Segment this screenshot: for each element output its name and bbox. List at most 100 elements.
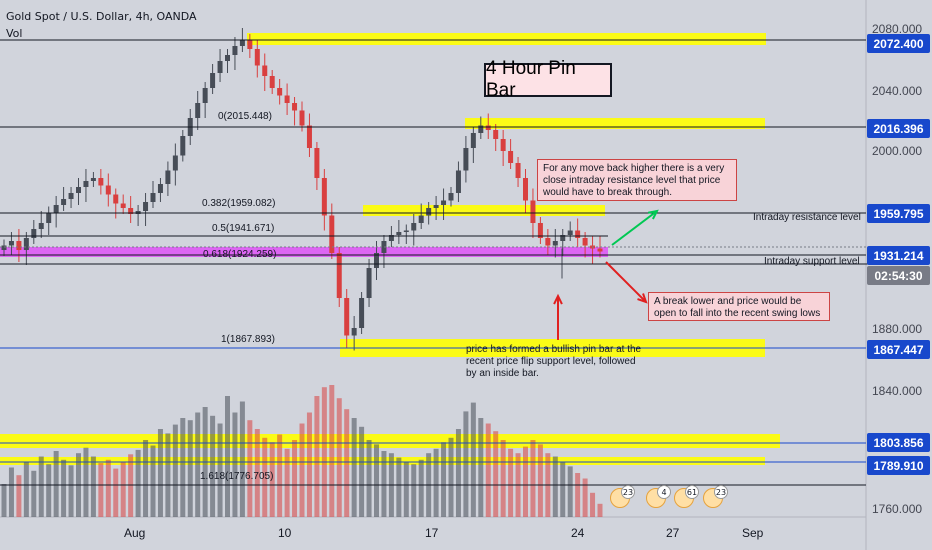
candle-body <box>195 103 201 118</box>
fib-golden-zone <box>0 247 608 257</box>
volume-bar <box>195 412 201 517</box>
price-tag-1959[interactable]: 1959.795 <box>867 204 930 223</box>
candle-body <box>46 212 52 223</box>
event-flag-icon[interactable]: 23 <box>703 485 728 508</box>
volume-bar <box>83 447 89 517</box>
y-tick-1760: 1760.000 <box>872 502 923 516</box>
volume-bar <box>1 484 7 517</box>
event-flag-icon[interactable]: 61 <box>674 485 699 508</box>
title-box[interactable]: 4 Hour Pin Bar <box>484 58 612 101</box>
volume-bar <box>120 462 126 517</box>
price-tag-2072[interactable]: 2072.400 <box>867 34 930 53</box>
candle-body <box>31 229 37 238</box>
candle-body <box>225 55 230 61</box>
candle-body <box>485 125 491 130</box>
volume-zone-1803 <box>0 434 780 448</box>
volume-bar <box>493 431 499 517</box>
volume-bar <box>530 440 536 517</box>
volume-bar <box>128 454 134 517</box>
candle-body <box>292 103 298 111</box>
volume-bar <box>418 459 424 517</box>
candle-body <box>418 215 424 223</box>
candle-body <box>128 208 134 214</box>
volume-bar <box>470 402 476 517</box>
volume-bar <box>455 429 461 517</box>
volume-bar <box>448 437 454 517</box>
candle-body <box>441 200 447 205</box>
volume-bar <box>105 459 111 517</box>
candle-body <box>172 155 178 171</box>
price-tag-1789[interactable]: 1789.910 <box>867 456 930 475</box>
candle-body <box>277 88 283 96</box>
candle-body <box>23 238 29 250</box>
candle-body <box>552 241 558 246</box>
arrow-down-break <box>605 261 647 303</box>
volume-indicator-label[interactable]: Vol <box>6 27 23 40</box>
candle-body <box>426 208 432 216</box>
candle-body <box>113 194 119 204</box>
volume-bar <box>523 446 528 517</box>
candle-body <box>16 241 22 250</box>
candle-body <box>232 46 238 55</box>
candle-body <box>597 248 603 252</box>
candle-body <box>210 73 216 88</box>
volume-bar <box>552 456 558 517</box>
y-tick-2000: 2000.000 <box>872 144 923 158</box>
candle-body <box>478 125 484 133</box>
candle-body <box>90 178 96 181</box>
price-tag-1867[interactable]: 1867.447 <box>867 340 930 359</box>
candle-body <box>448 193 454 201</box>
volume-bar <box>68 465 74 517</box>
pin-bar-note[interactable]: price has formed a bullish pin bar at th… <box>466 344 642 379</box>
volume-bar <box>23 462 29 517</box>
price-tag-1803[interactable]: 1803.856 <box>867 433 930 452</box>
fib-label-05: 0.5(1941.671) <box>212 223 275 234</box>
volume-bar <box>597 503 603 517</box>
resistance-zone-top <box>247 33 766 45</box>
volume-bar <box>567 466 573 517</box>
event-flag-icon[interactable]: 23 <box>610 485 635 508</box>
volume-bar <box>351 418 357 517</box>
volume-bar <box>277 434 283 517</box>
volume-bar <box>590 492 596 517</box>
candle-body <box>1 245 7 250</box>
arrow-down-break-head <box>637 293 648 304</box>
candle-body <box>523 178 528 201</box>
candle-body <box>537 223 543 238</box>
volume-bar <box>187 420 193 517</box>
candle-body <box>150 193 156 202</box>
price-tag-2016[interactable]: 2016.396 <box>867 119 930 138</box>
x-tick-24: 24 <box>571 526 585 540</box>
candle-body <box>314 148 320 178</box>
candle-body <box>239 40 245 46</box>
resistance-note[interactable]: For any move back higher there is a very… <box>537 159 737 201</box>
volume-bar <box>113 468 119 517</box>
breakdown-note[interactable]: A break lower and price would be open to… <box>648 292 830 321</box>
volume-bar <box>306 412 312 517</box>
volume-bar <box>262 437 268 517</box>
candle-body <box>180 136 186 156</box>
event-count: 61 <box>685 485 699 499</box>
volume-bar <box>172 424 178 517</box>
chart-symbol-title[interactable]: Gold Spot / U.S. Dollar, 4h, OANDA <box>6 10 197 23</box>
event-flag-icon[interactable]: 4 <box>646 485 671 508</box>
volume-bar <box>90 456 96 517</box>
x-tick-sep: Sep <box>742 526 764 540</box>
volume-bar <box>575 473 581 517</box>
candle-body <box>381 241 387 253</box>
volume-bar <box>150 445 156 517</box>
price-tag-current[interactable]: 1931.214 <box>867 246 930 265</box>
volume-bar <box>433 448 439 517</box>
x-tick-27: 27 <box>666 526 680 540</box>
volume-bar <box>560 462 566 517</box>
candle-body <box>53 205 59 213</box>
volume-bar <box>239 401 245 517</box>
candle-body <box>470 133 476 148</box>
y-tick-2080: 2080.000 <box>872 22 923 36</box>
event-count: 4 <box>657 485 671 499</box>
candle-body <box>262 65 268 76</box>
fib-label-1618: 1.618(1776.705) <box>200 471 274 482</box>
volume-bar <box>463 411 469 517</box>
